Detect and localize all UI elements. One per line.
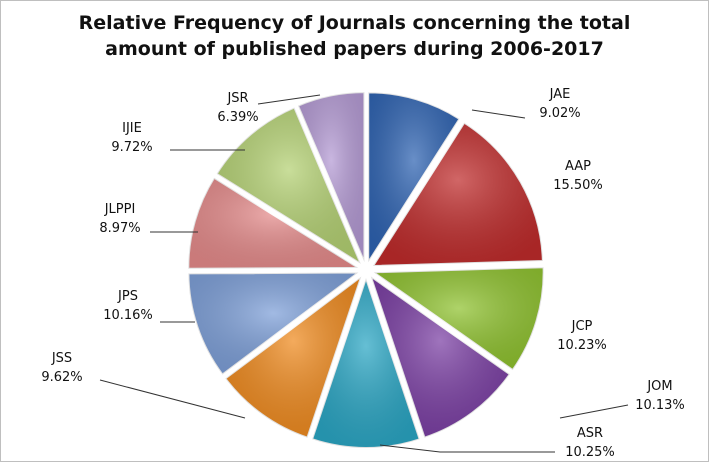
slice-value-aap: 15.50% — [553, 178, 603, 193]
slice-value-ijie: 9.72% — [111, 140, 152, 155]
leader-line-asr — [379, 444, 555, 453]
slice-label-asr: ASR — [577, 426, 603, 441]
pie-slice-shine-jlppi — [188, 177, 359, 269]
slice-label-jcp: JCP — [571, 319, 593, 334]
slice-value-jss: 9.62% — [41, 370, 82, 385]
slice-value-jae: 9.02% — [539, 106, 580, 121]
chart-title: Relative Frequency of Journals concernin… — [0, 10, 709, 62]
slice-label-jom: JOM — [646, 379, 672, 394]
leader-line-jae — [471, 109, 526, 119]
slice-value-jps: 10.16% — [103, 308, 153, 323]
pie-slice-shine-asr — [312, 278, 420, 449]
slice-label-jlppi: JLPPI — [104, 202, 136, 217]
pie-slice-shine-jom — [370, 276, 510, 438]
leader-line-jsr — [257, 94, 321, 105]
slice-label-aap: AAP — [565, 159, 591, 174]
slice-value-jcp: 10.23% — [557, 338, 607, 353]
slice-label-jsr: JSR — [226, 91, 248, 106]
pie-slice-shine-jae — [368, 92, 460, 263]
chart-title-line-1: Relative Frequency of Journals concernin… — [78, 12, 631, 34]
slice-value-asr: 10.25% — [565, 445, 615, 460]
slice-label-jss: JSS — [51, 351, 72, 366]
slice-value-jom: 10.13% — [635, 398, 685, 413]
pie-slice-shine-ijie — [216, 107, 361, 264]
leader-line-jss — [99, 379, 246, 419]
pie-slice-shine-jss — [225, 276, 362, 438]
pie-slice-shine-jsr — [297, 92, 365, 263]
pie-slice-shine-aap — [372, 122, 543, 267]
slice-value-jlppi: 8.97% — [99, 221, 140, 236]
pie-slice-shine-jcp — [373, 267, 544, 371]
pie-slice-shine-jps — [188, 272, 359, 375]
slice-label-jae: JAE — [549, 87, 571, 102]
slice-value-jsr: 6.39% — [217, 110, 258, 125]
chart-title-line-2: amount of published papers during 2006-2… — [105, 38, 604, 60]
slice-label-ijie: IJIE — [122, 121, 142, 136]
slice-label-jps: JPS — [117, 289, 138, 304]
leader-line-jom — [559, 404, 629, 419]
